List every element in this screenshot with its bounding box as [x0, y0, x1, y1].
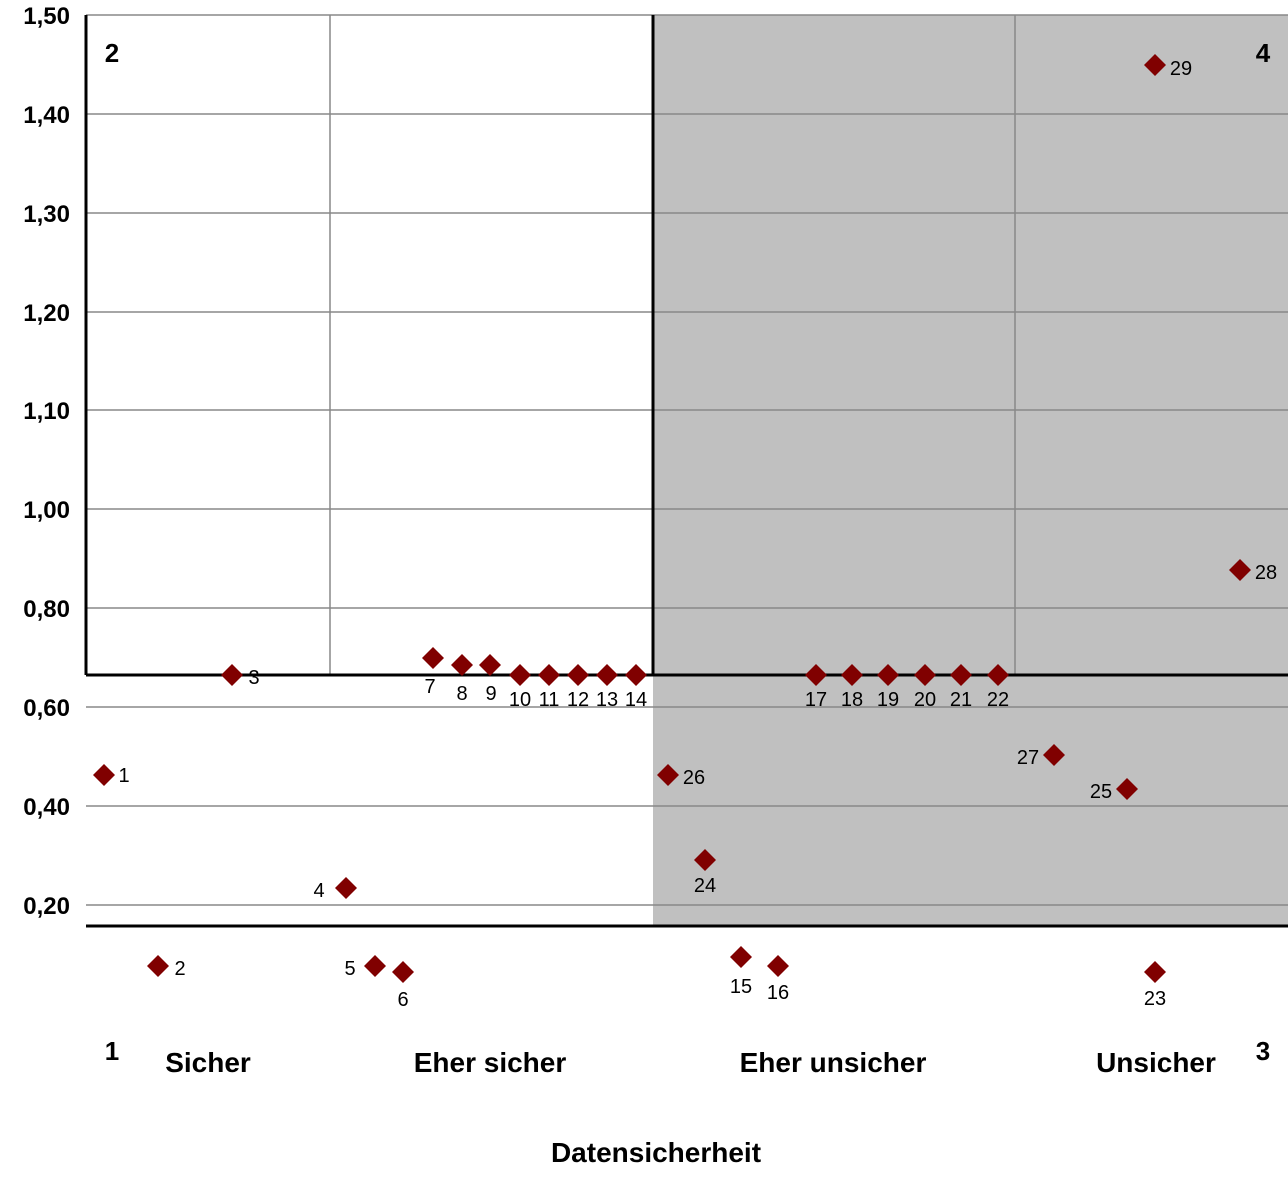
data-point-16: [767, 955, 789, 977]
data-point-1: [93, 764, 115, 786]
data-label-27: 27: [1017, 747, 1039, 769]
data-label-18: 18: [841, 689, 863, 711]
data-label-13: 13: [596, 689, 618, 711]
x-category-labels: Sicher Eher sicher Eher unsicher Unsicher: [165, 1047, 1216, 1078]
data-point-21: [950, 664, 972, 686]
quadrant-label-1: 1: [105, 1036, 119, 1066]
y-tick-label: 1,10: [23, 398, 70, 425]
data-label-16: 16: [767, 982, 789, 1004]
data-point-5: [364, 955, 386, 977]
data-point-14: [625, 664, 647, 686]
data-point-17: [805, 664, 827, 686]
data-label-11: 11: [539, 689, 560, 711]
data-label-23: 23: [1144, 988, 1166, 1010]
data-point-13: [596, 664, 618, 686]
data-point-29: [1144, 54, 1166, 76]
x-category-label: Unsicher: [1096, 1047, 1216, 1078]
data-label-21: 21: [950, 689, 972, 711]
quadrant-label-2: 2: [105, 38, 119, 68]
data-point-25: [1116, 778, 1138, 800]
x-axis-title: Datensicherheit: [551, 1137, 761, 1168]
data-label-15: 15: [730, 976, 752, 998]
data-label-4: 4: [313, 880, 324, 902]
data-label-5: 5: [344, 958, 355, 980]
data-label-24: 24: [694, 875, 716, 897]
y-tick-label: 1,50: [23, 3, 70, 30]
data-point-9: [479, 654, 501, 676]
data-point-18: [841, 664, 863, 686]
quadrant-dividers: [84, 15, 1288, 928]
data-label-20: 20: [914, 689, 936, 711]
data-point-12: [567, 664, 589, 686]
y-tick-label: 1,30: [23, 201, 70, 228]
y-tick-label: 0,40: [23, 794, 70, 821]
data-label-10: 10: [509, 689, 531, 711]
data-point-20: [914, 664, 936, 686]
data-label-25: 25: [1090, 781, 1112, 803]
data-point-8: [451, 654, 473, 676]
data-point-27: [1043, 744, 1065, 766]
quadrant-label-4: 4: [1256, 38, 1271, 68]
y-tick-label: 0,20: [23, 893, 70, 920]
data-point-6: [392, 961, 414, 983]
data-point-19: [877, 664, 899, 686]
data-label-8: 8: [456, 683, 467, 705]
quadrant-4-shading: [653, 15, 1288, 926]
quadrant-label-3: 3: [1256, 1036, 1270, 1066]
data-point-22: [987, 664, 1009, 686]
data-label-22: 22: [987, 689, 1009, 711]
data-label-17: 17: [805, 689, 827, 711]
data-label-12: 12: [567, 689, 589, 711]
y-tick-label: 0,80: [23, 596, 70, 623]
data-point-11: [538, 664, 560, 686]
y-tick-label: 1,00: [23, 497, 70, 524]
grid-lines: [86, 14, 1288, 906]
data-point-28: [1229, 559, 1251, 581]
data-point-4: [335, 877, 357, 899]
data-point-7: [422, 647, 444, 669]
data-label-29: 29: [1170, 58, 1192, 80]
data-point-10: [509, 664, 531, 686]
data-label-28: 28: [1255, 562, 1277, 584]
data-label-26: 26: [683, 767, 705, 789]
data-point-3: [221, 664, 243, 686]
x-category-label: Eher sicher: [414, 1047, 567, 1078]
data-label-14: 14: [625, 689, 647, 711]
data-label-9: 9: [485, 683, 496, 705]
data-label-1: 1: [118, 765, 129, 787]
data-label-3: 3: [248, 667, 259, 689]
data-label-7: 7: [424, 676, 435, 698]
y-tick-label: 0,60: [23, 695, 70, 722]
data-point-23: [1144, 961, 1166, 983]
data-point-2: [147, 955, 169, 977]
x-category-label: Eher unsicher: [740, 1047, 927, 1078]
y-tick-label: 1,20: [23, 300, 70, 327]
data-label-2: 2: [174, 958, 185, 980]
data-label-19: 19: [877, 689, 899, 711]
data-point-15: [730, 946, 752, 968]
data-point-26: [657, 764, 679, 786]
data-label-6: 6: [397, 989, 408, 1011]
y-axis-tick-labels: 0,20 0,40 0,60 0,80 1,00 1,10 1,20 1,30 1,40 1,50: [23, 3, 70, 920]
y-tick-label: 1,40: [23, 102, 70, 129]
x-category-label: Sicher: [165, 1047, 251, 1078]
data-point-24: [694, 849, 716, 871]
